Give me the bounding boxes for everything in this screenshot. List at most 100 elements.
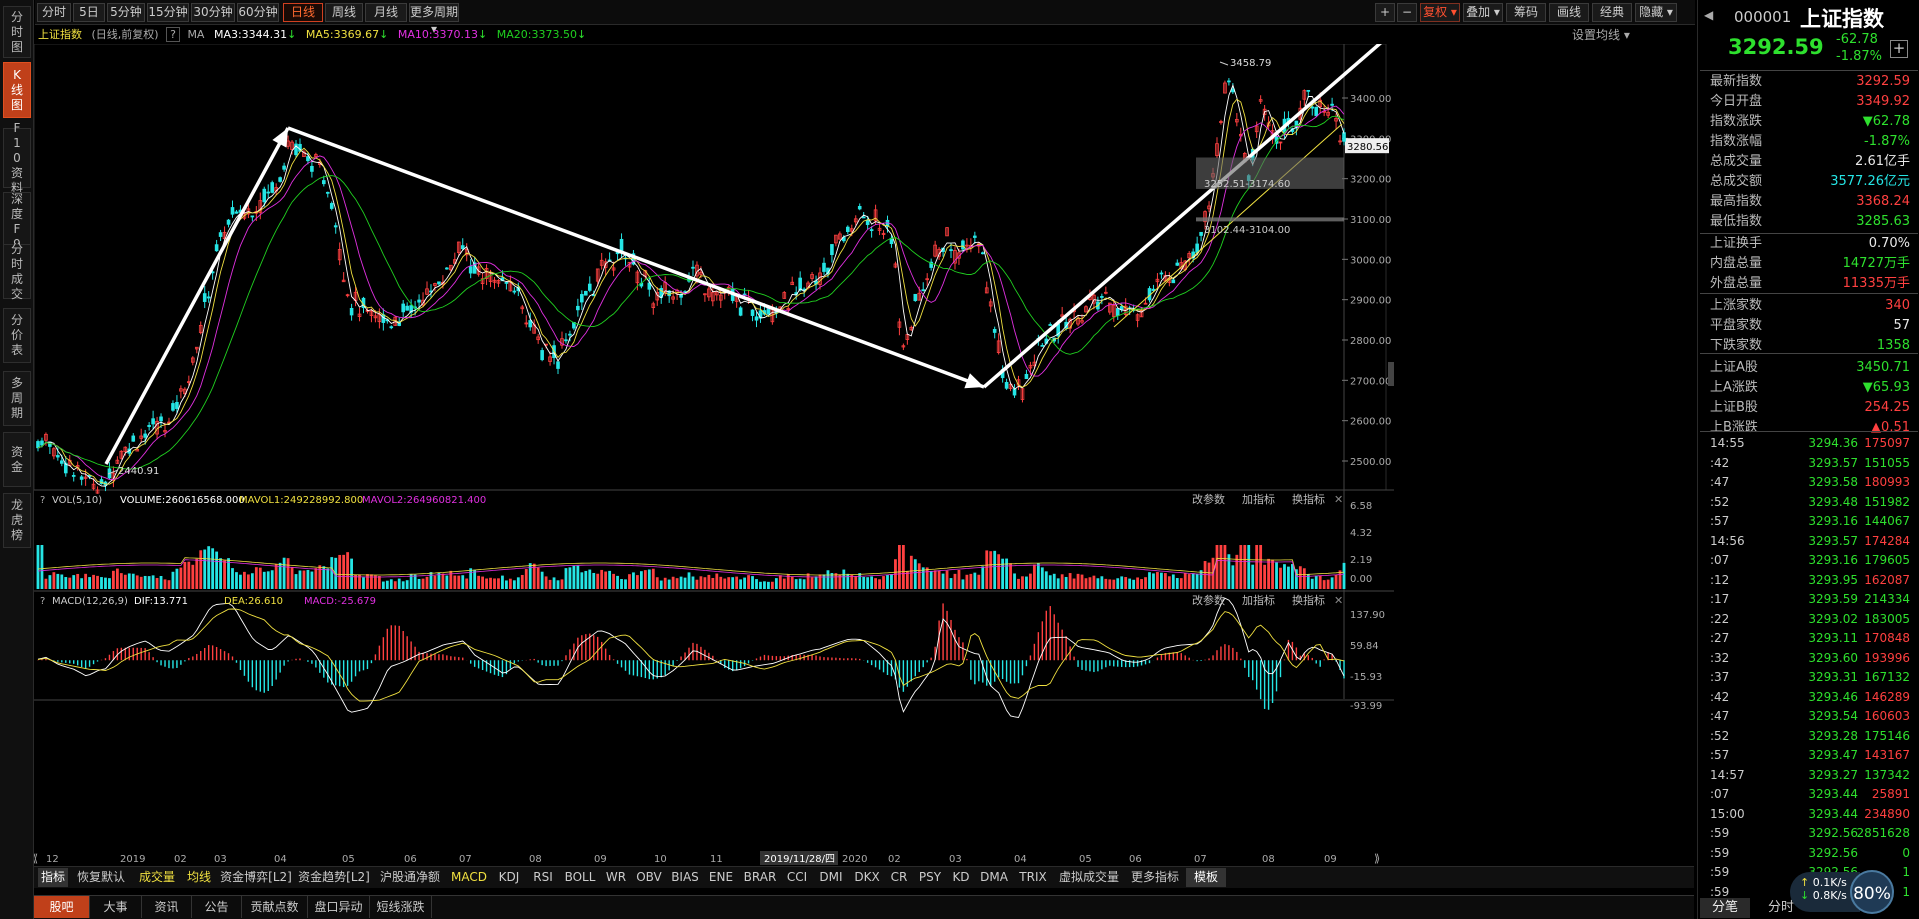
indicator-tab-15[interactable]: BRAR xyxy=(743,870,777,884)
indicator-tab-7[interactable]: MACD xyxy=(451,870,487,884)
tick-time: :52 xyxy=(1710,728,1730,743)
period-2[interactable]: 5分钟 xyxy=(107,3,145,22)
bottom-tab-0[interactable]: 股吧 xyxy=(34,896,90,918)
indicator-tab-8[interactable]: KDJ xyxy=(498,870,520,884)
vol-btn-0[interactable]: 改参数 xyxy=(1192,492,1225,506)
period-6[interactable]: 日线 xyxy=(283,3,323,22)
bottom-tab-5[interactable]: 盘口异动 xyxy=(308,896,370,918)
candle-body xyxy=(1254,125,1259,133)
indicator-tab-16[interactable]: CCI xyxy=(786,870,808,884)
volume-bar xyxy=(445,575,449,589)
macd-btn-2[interactable]: 换指标 xyxy=(1292,593,1325,607)
volume-bar xyxy=(763,581,766,589)
indicator-tab-3[interactable]: 均线 xyxy=(186,870,211,884)
period-9[interactable]: 更多周期 ▾ xyxy=(409,3,459,36)
kline-chart[interactable]: 3400.003300.003200.003100.003000.002900.… xyxy=(34,44,1696,874)
prev-stock-icon[interactable]: ◀ xyxy=(1704,8,1714,22)
indicator-tab-22[interactable]: DMA xyxy=(980,870,1008,884)
period-0[interactable]: 分时 xyxy=(37,3,71,22)
indicator-tab-5[interactable]: 资金趋势[L2] xyxy=(298,870,370,884)
indicator-tab-14[interactable]: ENE xyxy=(708,870,734,884)
toolbar-plus[interactable]: + xyxy=(1375,3,1395,22)
help-icon[interactable]: ? xyxy=(166,27,180,42)
add-watch-button[interactable]: + xyxy=(1890,40,1908,58)
toolbar-hide[interactable]: 隐藏 ▾ xyxy=(1635,3,1677,22)
volume-bar xyxy=(254,567,258,589)
indicator-tab-19[interactable]: CR xyxy=(890,870,908,884)
nav-1[interactable]: K线图 xyxy=(3,62,31,118)
indicator-tab-20[interactable]: PSY xyxy=(918,870,942,884)
period-8[interactable]: 月线 xyxy=(365,3,407,22)
nav-4[interactable]: 分时成交 xyxy=(3,242,31,301)
candle-body xyxy=(1084,306,1088,313)
volume-bar xyxy=(1283,564,1286,589)
price-axis-label: 3400.00 xyxy=(1350,94,1391,105)
vol-btn-2[interactable]: 换指标 xyxy=(1292,492,1325,506)
period-1[interactable]: 5日 xyxy=(73,3,105,22)
indicator-tab-26[interactable]: 模板 xyxy=(1186,868,1226,887)
quote-label: 最低指数 xyxy=(1710,214,1763,229)
candle-body xyxy=(1330,103,1334,106)
toolbar-fuquan[interactable]: 复权 ▾ xyxy=(1420,3,1460,22)
macd-btn-0[interactable]: 改参数 xyxy=(1192,593,1225,607)
tick-row: :57 3293.16 144067 xyxy=(1700,512,1916,532)
indicator-tab-1[interactable]: 恢复默认 xyxy=(76,870,125,884)
time-axis-label: 2019/11/28/四 xyxy=(764,854,835,865)
bottom-tab-4[interactable]: 贡献点数 xyxy=(242,896,308,918)
indicator-tab-17[interactable]: DMI xyxy=(819,870,843,884)
volume-bar xyxy=(489,577,492,589)
bottom-tab-3[interactable]: 公告 xyxy=(192,896,242,918)
period-3[interactable]: 15分钟 xyxy=(147,3,189,22)
tab-fenbi[interactable]: 分笔 xyxy=(1700,898,1750,918)
indicator-tab-25[interactable]: 更多指标 xyxy=(1130,870,1179,884)
tick-volume: 170848 xyxy=(1864,631,1910,645)
nav-5[interactable]: 分价表 xyxy=(3,308,31,363)
price-axis-label: 2800.00 xyxy=(1350,336,1391,347)
tab-fenshi[interactable]: 分时 xyxy=(1767,900,1794,915)
indicator-tab-0[interactable]: 指标 xyxy=(38,868,68,887)
nav-7[interactable]: 资金 xyxy=(3,432,31,487)
indicator-tab-12[interactable]: OBV xyxy=(636,870,662,884)
indicator-tab-10[interactable]: BOLL xyxy=(564,870,596,884)
candle-body xyxy=(333,225,338,228)
nav-0[interactable]: 分时图 xyxy=(3,6,31,58)
indicator-tab-23[interactable]: TRIX xyxy=(1019,870,1047,884)
volume-bar xyxy=(112,570,115,589)
volume-bar xyxy=(52,572,56,589)
indicator-tab-9[interactable]: RSI xyxy=(533,870,553,884)
volume-bar xyxy=(1314,575,1318,589)
bottom-tab-1[interactable]: 大事 xyxy=(90,896,142,918)
indicator-tab-24[interactable]: 虚拟成交量 xyxy=(1058,870,1119,884)
volume-bar xyxy=(1338,570,1342,589)
toolbar-overlay[interactable]: 叠加 ▾ xyxy=(1463,3,1503,22)
vol-btn-1[interactable]: 加指标 xyxy=(1242,492,1275,506)
candle-body xyxy=(973,235,977,238)
volume-bar xyxy=(501,575,504,589)
indicator-tab-18[interactable]: DKX xyxy=(854,870,880,884)
indicator-tab-2[interactable]: 成交量 xyxy=(138,870,175,884)
bottom-tab-2[interactable]: 资讯 xyxy=(142,896,192,918)
period-5[interactable]: 60分钟 xyxy=(237,3,279,22)
indicator-tab-11[interactable]: WR xyxy=(605,870,627,884)
volume-bar xyxy=(413,574,417,589)
toolbar-classic[interactable]: 经典 xyxy=(1592,3,1632,22)
toolbar-chouma[interactable]: 筹码 xyxy=(1506,3,1546,22)
bottom-tab-6[interactable]: 短线涨跌 xyxy=(370,896,432,918)
toolbar-huaxian[interactable]: 画线 xyxy=(1549,3,1589,22)
nav-2[interactable]: F10资料 xyxy=(3,121,31,195)
ma-settings-button[interactable]: 设置均线 ▾ xyxy=(1572,28,1630,42)
indicator-tab-4[interactable]: 资金博弈[L2] xyxy=(220,870,292,884)
nav-3[interactable]: 深度F9 xyxy=(3,192,31,252)
nav-6[interactable]: 多周期 xyxy=(3,371,31,426)
macd-btn-1[interactable]: 加指标 xyxy=(1242,593,1275,607)
toolbar-minus[interactable]: − xyxy=(1397,3,1417,22)
candle-body xyxy=(492,279,497,283)
indicator-tab-6[interactable]: 沪股通净额 xyxy=(379,870,440,884)
tick-time: 15:00 xyxy=(1710,806,1745,821)
indicator-tab-21[interactable]: KD xyxy=(952,870,970,884)
indicator-tab-13[interactable]: BIAS xyxy=(671,870,699,884)
nav-8[interactable]: 龙虎榜 xyxy=(3,493,31,548)
period-7[interactable]: 周线 xyxy=(325,3,363,22)
volume-bar xyxy=(493,578,496,589)
period-4[interactable]: 30分钟 xyxy=(191,3,235,22)
